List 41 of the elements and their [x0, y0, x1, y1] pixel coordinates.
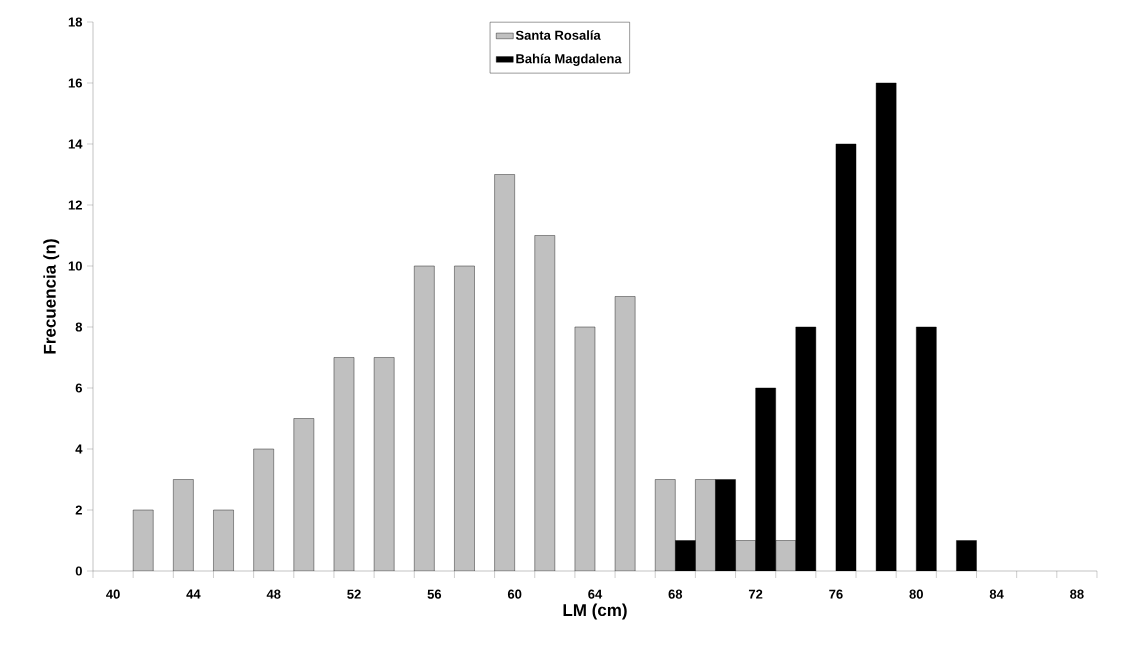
bar — [293, 418, 315, 571]
legend-label: Bahía Magdalena — [516, 53, 622, 66]
x-tick-label: 48 — [266, 589, 281, 599]
y-tick-label: 2 — [75, 505, 82, 515]
bar — [735, 540, 756, 571]
y-tick-label: 18 — [68, 17, 83, 27]
x-tick-label: 44 — [186, 589, 201, 599]
bar — [132, 509, 154, 571]
x-tick-label: 72 — [748, 589, 763, 599]
y-tick-label: 16 — [68, 78, 82, 88]
bar — [695, 479, 716, 571]
x-tick-label: 64 — [588, 589, 603, 599]
bar — [173, 479, 194, 571]
y-tick-label: 8 — [75, 322, 83, 332]
bar — [213, 509, 234, 571]
x-tick-label: 56 — [427, 589, 442, 599]
y-tick-label: 10 — [68, 261, 82, 271]
y-tick-label: 0 — [75, 566, 82, 576]
x-tick-label: 84 — [989, 589, 1004, 599]
bar — [253, 448, 274, 571]
x-tick-label: 52 — [347, 589, 361, 599]
bar — [655, 479, 676, 571]
y-tick-label: 14 — [68, 139, 83, 149]
bar — [534, 235, 556, 571]
legend-label: Santa Rosalía — [515, 30, 601, 40]
x-tick-label: 76 — [829, 589, 843, 599]
bar — [494, 174, 515, 571]
bar — [775, 540, 796, 571]
y-tick-label: 6 — [75, 383, 82, 393]
x-axis-title: LM (cm) — [563, 603, 627, 620]
bar — [454, 265, 475, 571]
x-tick-label: 40 — [106, 589, 120, 599]
y-tick-label: 12 — [68, 200, 82, 210]
y-axis-title: Frecuencia (n) — [43, 239, 60, 354]
x-tick-label: 80 — [909, 589, 923, 599]
bar — [373, 357, 395, 571]
bar — [414, 265, 435, 571]
x-tick-label: 60 — [507, 589, 522, 599]
x-tick-label: 88 — [1070, 589, 1084, 599]
x-tick-label: 68 — [668, 589, 683, 599]
y-tick-label: 4 — [75, 444, 83, 454]
